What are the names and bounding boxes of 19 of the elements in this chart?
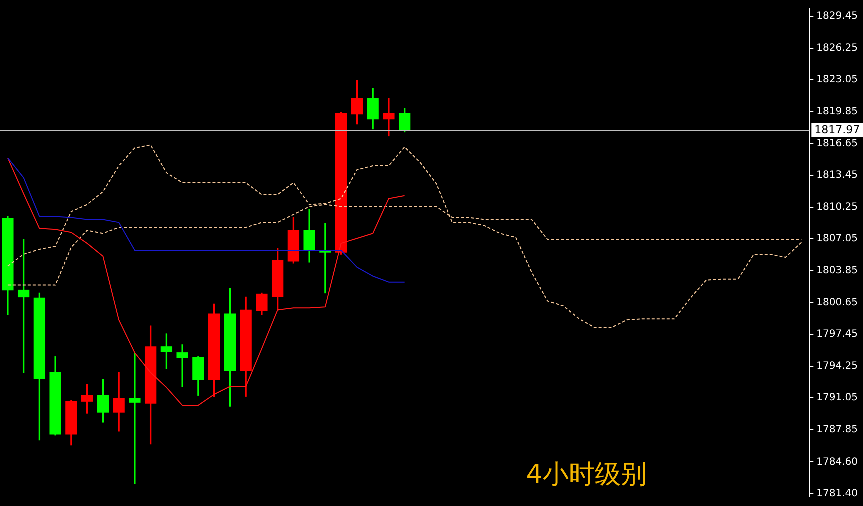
y-tick-label: 1816.65: [816, 138, 858, 150]
y-tick-label: 1810.25: [816, 202, 858, 213]
y-tick-label: 1800.65: [816, 297, 858, 308]
y-tick-label: 1781.40: [816, 488, 858, 500]
y-tick-label: 1823.05: [816, 74, 858, 86]
y-tick-label: 1794.25: [816, 360, 858, 372]
y-tick-label: 1829.45: [816, 11, 858, 22]
y-tick-label: 1797.45: [816, 329, 858, 340]
y-tick-label: 1813.45: [816, 170, 858, 182]
ref-line-label: 1817.97: [814, 123, 860, 136]
line-series: [7, 144, 802, 329]
y-tick-label: 1819.85: [816, 106, 858, 118]
y-tick-label: 1787.85: [816, 424, 858, 436]
y-tick-label: 1791.05: [816, 392, 858, 404]
y-tick-label: 1784.60: [816, 456, 858, 468]
y-tick-label: 1803.85: [816, 265, 858, 276]
y-tick-label: 1826.25: [816, 42, 858, 54]
annotation: 4小时级别: [526, 460, 647, 490]
y-tick-label: 1807.05: [816, 234, 858, 245]
